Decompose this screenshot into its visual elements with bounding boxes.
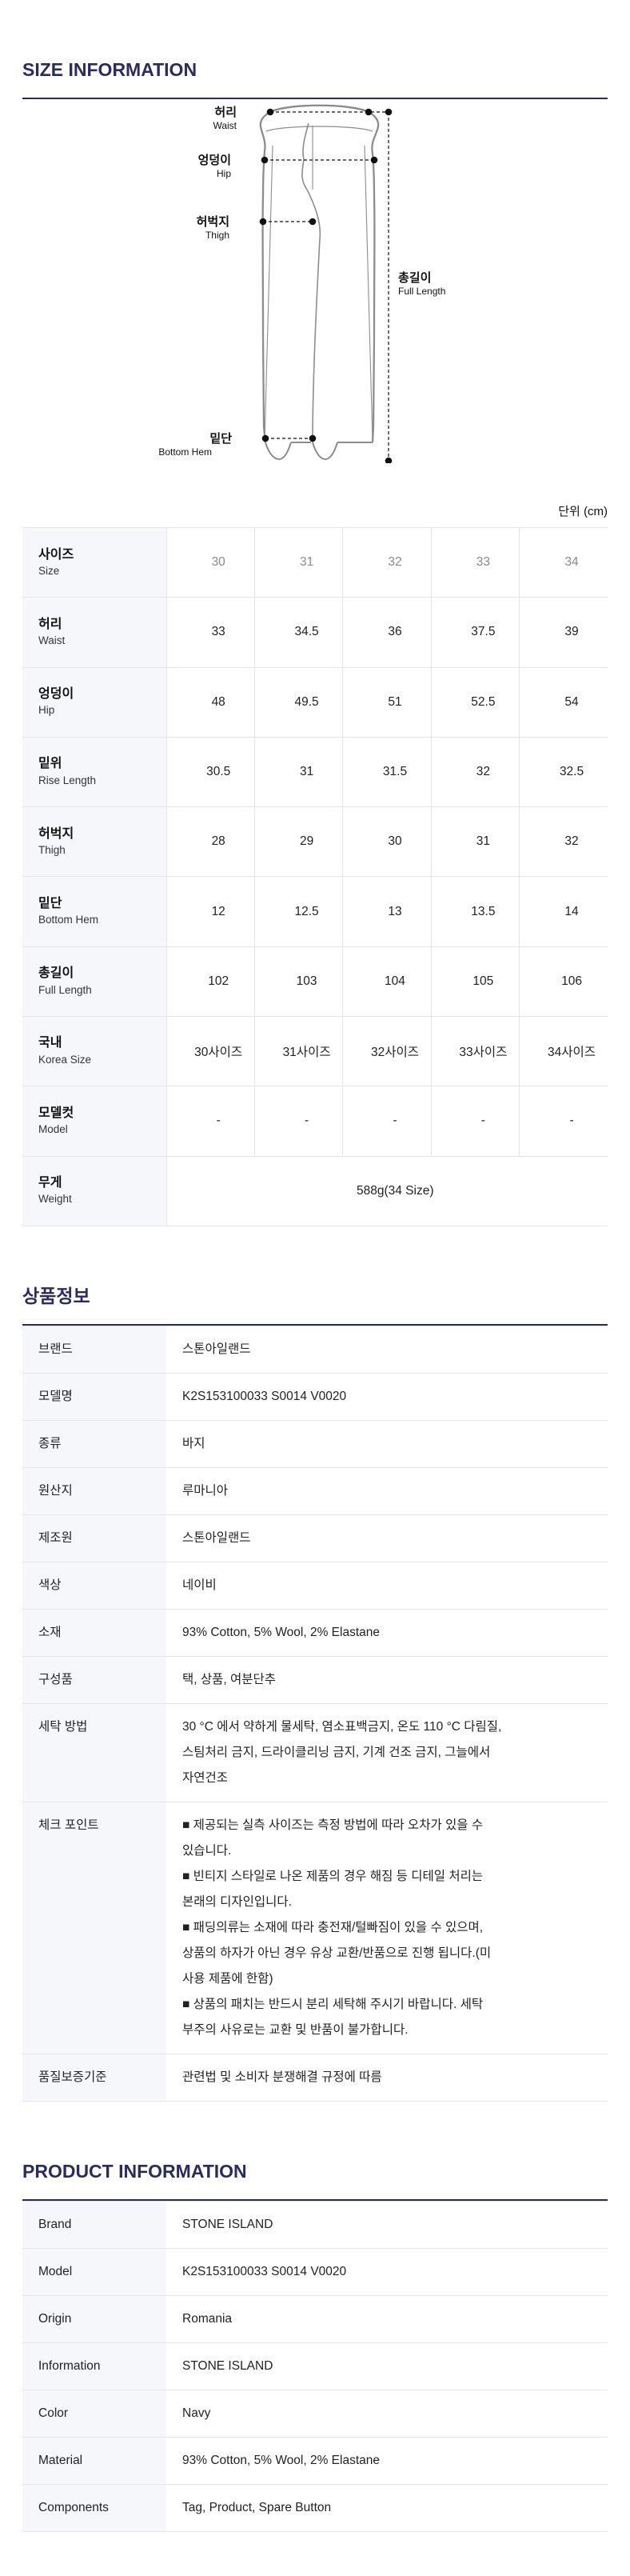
svg-text:총길이: 총길이: [398, 271, 431, 285]
svg-text:허벅지: 허벅지: [197, 215, 229, 229]
svg-text:Full Length: Full Length: [398, 286, 445, 297]
svg-text:밑단: 밑단: [209, 431, 232, 446]
svg-text:Bottom Hem: Bottom Hem: [158, 446, 212, 458]
svg-text:Hip: Hip: [217, 168, 231, 179]
svg-text:Thigh: Thigh: [205, 230, 229, 241]
svg-text:Waist: Waist: [213, 120, 237, 131]
svg-text:엉덩이: 엉덩이: [198, 153, 231, 167]
svg-text:허리: 허리: [214, 106, 237, 119]
